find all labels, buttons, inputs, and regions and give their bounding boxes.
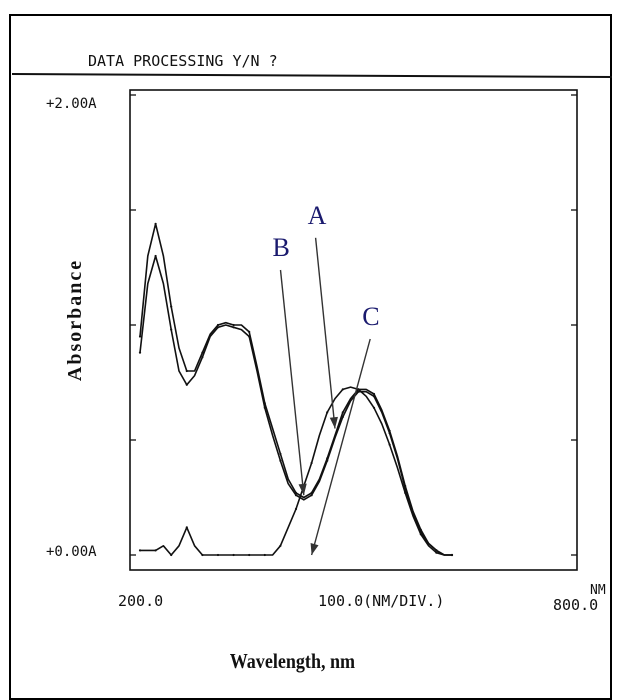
data-point-b xyxy=(138,351,142,354)
annotations-layer: AB C xyxy=(273,201,380,556)
data-point-c xyxy=(154,549,157,552)
data-point-b xyxy=(170,328,173,331)
data-point-b xyxy=(232,326,235,329)
data-point-b xyxy=(279,459,282,462)
annotation-arrow-a xyxy=(314,237,336,429)
data-point-c xyxy=(419,533,422,536)
data-point-b xyxy=(185,383,188,386)
data-point-c xyxy=(294,507,298,511)
data-point-c xyxy=(341,388,344,391)
x-tick-label-left: 200.0 xyxy=(118,592,163,610)
data-point-b xyxy=(341,415,344,419)
x-axis-unit: NM xyxy=(590,583,606,598)
data-point-b xyxy=(263,406,266,409)
x-axis-label: Wavelength, nm xyxy=(230,651,355,674)
annotation-arrowhead-b xyxy=(298,483,307,496)
series-line-c xyxy=(140,386,452,556)
data-point-c xyxy=(450,553,454,557)
series-layer xyxy=(138,222,454,557)
data-point-b xyxy=(248,335,251,338)
x-tick-label-middle: 100.0(NM/DIV.) xyxy=(318,592,444,610)
annotation-arrowhead-a xyxy=(329,416,338,429)
annotation-arrowhead-c xyxy=(310,543,319,555)
data-point-a xyxy=(170,305,173,308)
y-axis-ticks xyxy=(130,94,577,556)
y-tick-label-top: +2.00A xyxy=(46,96,97,112)
data-point-b xyxy=(372,395,376,398)
data-point-b xyxy=(201,356,204,359)
data-point-c xyxy=(216,553,220,557)
data-point-a xyxy=(232,323,235,327)
data-point-c xyxy=(279,544,282,547)
annotation-label-a: A xyxy=(308,201,327,230)
annotation-label-c: C xyxy=(362,302,379,331)
data-point-c xyxy=(357,388,360,391)
data-point-c xyxy=(170,553,173,557)
annotation-arrow-c xyxy=(310,338,371,556)
data-point-c xyxy=(201,553,204,557)
chart-frame xyxy=(9,14,612,700)
y-axis-label: Absorbance xyxy=(64,259,86,381)
data-point-a xyxy=(248,330,251,333)
data-point-a xyxy=(154,222,157,225)
data-point-c xyxy=(185,526,188,529)
data-point-a xyxy=(201,351,204,354)
data-point-b xyxy=(435,549,438,552)
data-point-b xyxy=(294,494,298,497)
data-point-a xyxy=(216,323,220,327)
data-point-b xyxy=(216,326,220,329)
data-point-c xyxy=(232,553,235,557)
data-point-b xyxy=(388,432,391,435)
data-point-a xyxy=(185,369,188,373)
data-point-a xyxy=(138,335,142,338)
data-point-b xyxy=(154,254,157,258)
data-point-c xyxy=(435,551,438,554)
header-prompt: DATA PROCESSING Y/N ? xyxy=(88,52,278,70)
series-line-a xyxy=(139,223,452,556)
x-tick-label-right: 800.0 xyxy=(553,596,598,614)
data-point-a xyxy=(372,392,376,396)
data-point-c xyxy=(404,491,407,494)
data-point-b xyxy=(357,390,360,393)
header-rule xyxy=(11,73,613,78)
y-tick-label-bottom: +0.00A xyxy=(46,544,97,560)
data-point-c xyxy=(263,553,266,557)
data-point-c xyxy=(310,461,313,465)
data-point-b xyxy=(310,494,313,497)
data-point-a xyxy=(279,452,282,455)
data-point-c xyxy=(388,443,391,446)
data-point-b xyxy=(326,459,329,462)
annotation-label-b: B xyxy=(273,233,290,262)
data-point-c xyxy=(326,411,329,414)
plot-area-border xyxy=(129,89,578,571)
annotation-arrow-b xyxy=(279,269,305,496)
data-point-a xyxy=(341,411,344,414)
data-point-c xyxy=(248,553,251,557)
data-point-c xyxy=(372,406,376,409)
data-point-c xyxy=(138,549,142,552)
